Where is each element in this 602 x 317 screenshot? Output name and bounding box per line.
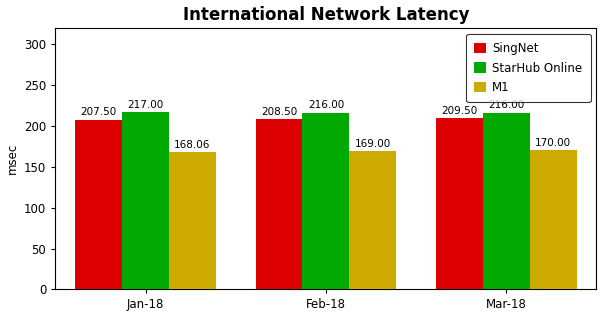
Text: 217.00: 217.00 [128, 100, 164, 110]
Text: 207.50: 207.50 [81, 107, 117, 117]
Bar [122, 112, 169, 289]
Bar [302, 113, 349, 289]
Text: 169.00: 169.00 [355, 139, 391, 149]
Bar [256, 119, 302, 289]
Text: 216.00: 216.00 [308, 100, 344, 110]
Text: 209.50: 209.50 [441, 106, 477, 116]
Y-axis label: msec: msec [5, 143, 19, 174]
Legend: SingNet, StarHub Online, M1: SingNet, StarHub Online, M1 [466, 34, 591, 102]
Bar [436, 118, 483, 289]
Text: 208.50: 208.50 [261, 107, 297, 117]
Bar [349, 151, 396, 289]
Title: International Network Latency: International Network Latency [182, 6, 469, 23]
Bar [483, 113, 530, 289]
Text: 170.00: 170.00 [535, 138, 571, 148]
Text: 168.06: 168.06 [174, 139, 211, 150]
Text: 216.00: 216.00 [488, 100, 524, 110]
Bar [530, 151, 577, 289]
Bar [169, 152, 216, 289]
Bar [75, 120, 122, 289]
